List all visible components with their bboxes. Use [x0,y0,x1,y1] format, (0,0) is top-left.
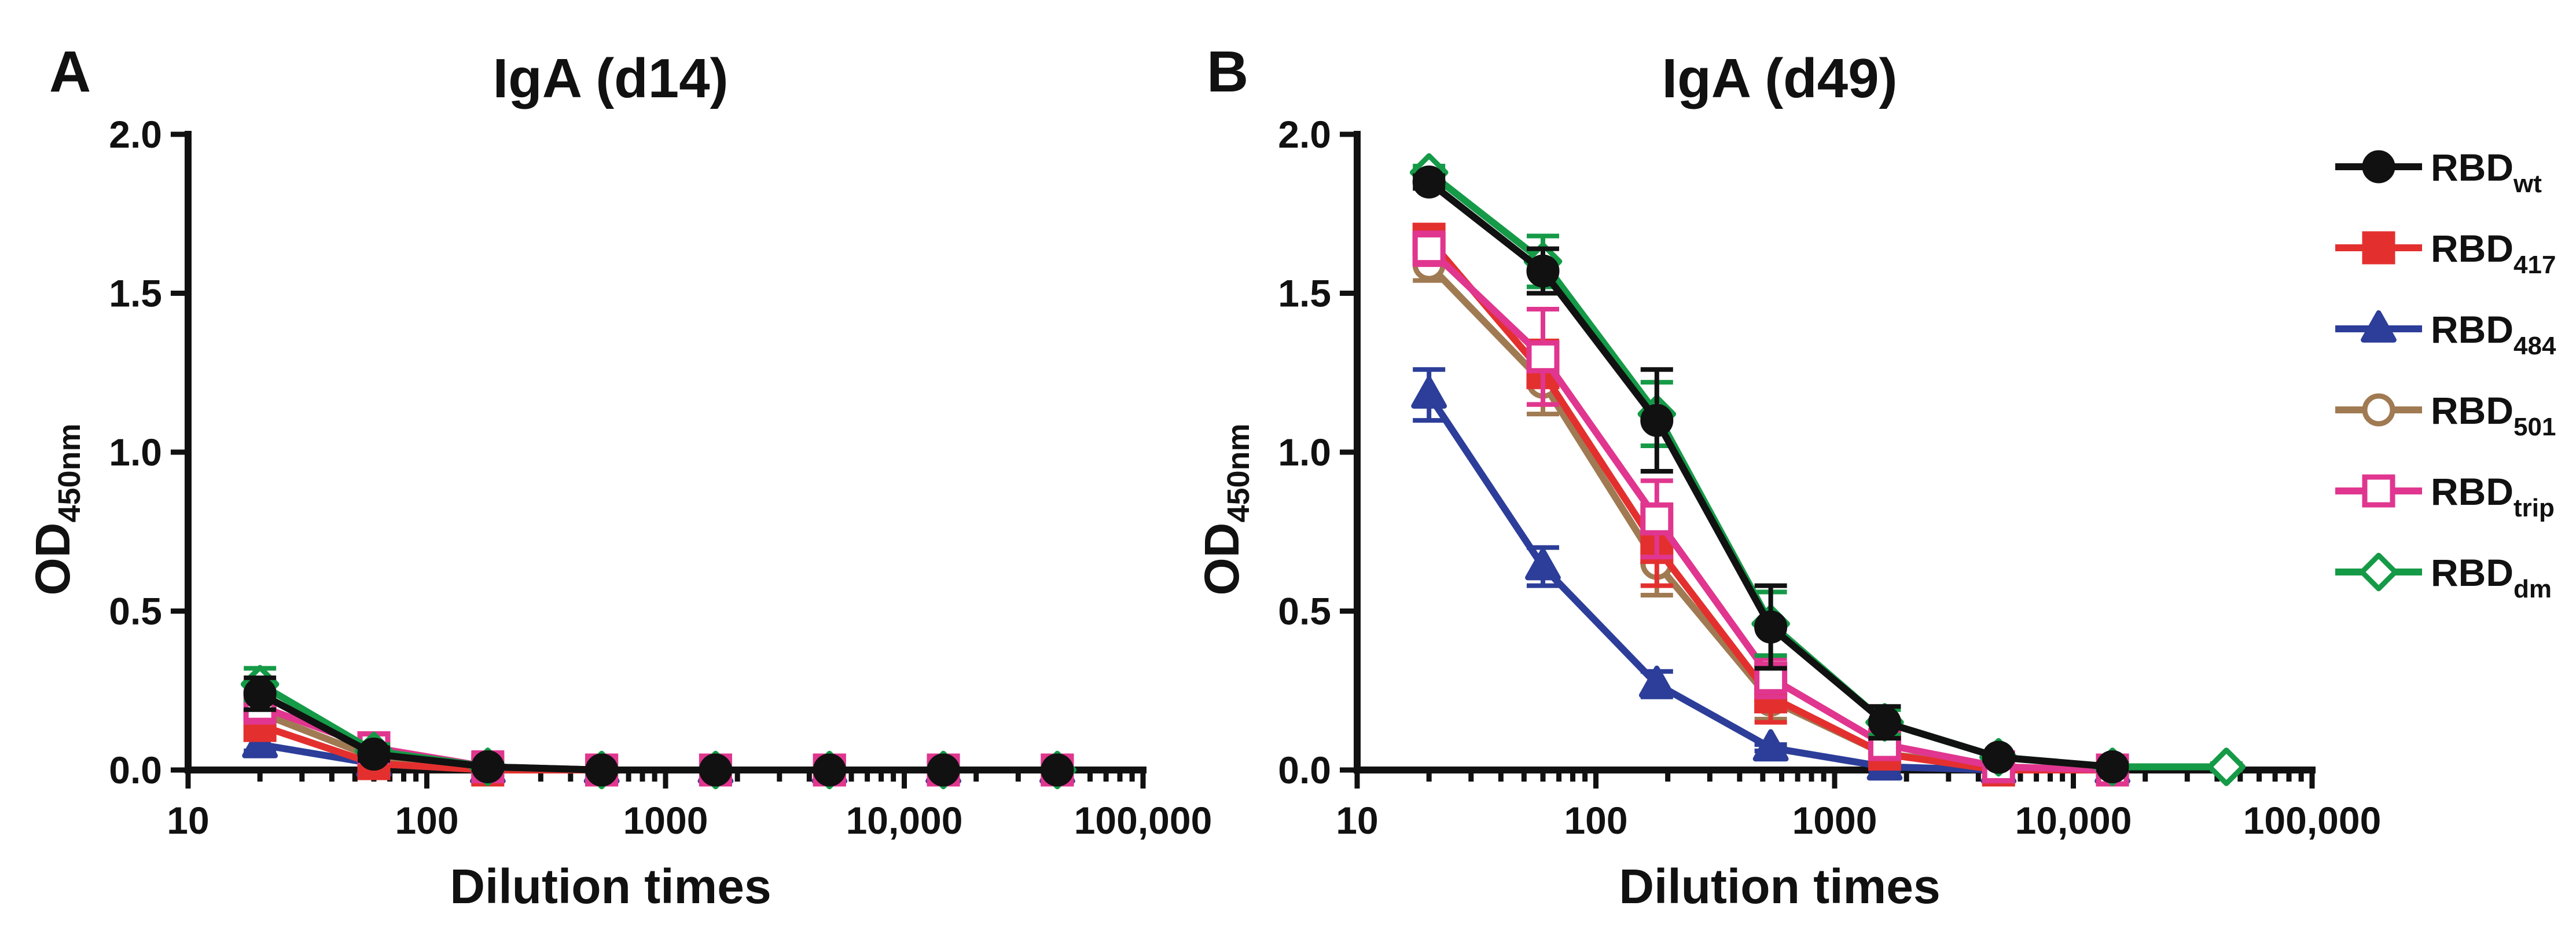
legend-label-sub: trip [2513,494,2555,522]
panel-a-y-tick-label: 1.0 [109,431,162,474]
panel-b-title: IgA (d49) [1662,47,1897,109]
panel-a-x-tick-label: 100 [395,799,458,842]
data-point [1754,610,1788,644]
legend-label: RBDdm [2431,551,2552,603]
panel-b-y-tick-label: 2.0 [1278,113,1331,156]
legend-marker [2362,393,2395,427]
panel-b-marks [1409,153,2246,787]
data-point [2096,750,2129,784]
panel-b-x-tick-label: 10,000 [2015,799,2132,842]
series-line [256,690,1061,773]
data-point [699,753,732,787]
data-point [1640,502,1674,536]
panel-b-y-axis-title-sub: 450nm [1221,423,1256,522]
legend-label-sub: 501 [2513,413,2556,441]
panel-b-x-tick-label: 100 [1564,799,1627,842]
data-point [1526,254,1560,288]
data-point [1525,548,1561,581]
data-point [1412,232,1446,266]
panel-b-x-axis-title: Dilution times [1619,859,1940,914]
data-point [242,725,278,758]
legend-item-rbd-484: RBD484 [2335,308,2556,360]
legend-label: RBDtrip [2431,470,2555,522]
panel-b-ticks: 0.0 0.5 1.0 1.5 2.0 10 100 1000 10,000 100,000 [1278,113,2381,842]
panel-a-y-tick-label: 0.5 [109,590,162,633]
panel-a-ticks: 0.0 0.5 1.0 1.5 2.0 10 100 1000 10,000 100,000 [109,113,1212,842]
panel-a-x-tick-label: 100,000 [1074,799,1212,842]
panel-a-y-axis-title-sub: 450nm [52,423,87,522]
panel-b-y-axis-title-base: OD [1195,523,1249,596]
legend-item-rbd-417: RBD417 [2335,227,2556,279]
panel-a-y-tick-label: 1.5 [109,272,162,315]
data-point [1411,376,1447,409]
data-point [927,753,960,787]
legend-label-sub: 417 [2513,251,2556,279]
data-point [1752,729,1789,762]
legend-label-sub: 484 [2513,332,2556,360]
data-point [585,753,619,787]
legend-marker [2361,310,2397,343]
legend-marker [2362,150,2395,184]
legend-label: RBD501 [2431,389,2556,441]
panel-a: A IgA (d14) OD450nm Dilution times 0.00.… [25,39,1212,914]
legend-marker [2359,552,2398,592]
panel-a-marks [240,665,1077,790]
panel-a-letter: A [49,39,91,104]
data-point [243,677,277,710]
legend-item-rbd-dm: RBDdm [2335,551,2552,603]
legend-marker [2362,474,2395,508]
legend-label-base: RBD [2431,551,2513,594]
panel-a-y-axis-title-base: OD [25,523,80,596]
panel-b-y-tick-label: 0.0 [1278,749,1331,791]
panel-b-series-rbd-417 [1412,222,2129,787]
legend-label-base: RBD [2431,389,2513,432]
panel-b-y-tick-label: 0.5 [1278,590,1331,633]
legend-label-base: RBD [2431,308,2513,351]
panel-b-series-rbd-wt [1412,165,2129,784]
panel-a-y-axis-title: OD450nm [25,423,87,595]
legend-label-base: RBD [2431,470,2513,513]
panel-a-y-tick-label: 2.0 [109,113,162,156]
panel-b-y-axis-title: OD450nm [1195,423,1256,595]
legend-label: RBD484 [2431,308,2556,360]
legend-item-rbd-wt: RBDwt [2335,146,2542,198]
panel-a-x-tick-label: 10 [167,799,209,842]
legend-label-base: RBD [2431,146,2513,189]
data-point [1041,753,1074,787]
data-point [1412,165,1446,199]
data-point [1868,706,1901,739]
data-point [471,750,505,784]
panel-a-y-tick-label: 0.0 [109,749,162,791]
legend-item-rbd-501: RBD501 [2335,389,2556,441]
panel-a-title: IgA (d14) [493,47,728,109]
panel-a-series-rbd-wt [243,675,1074,787]
panel-b-x-tick-label: 10 [1336,799,1378,842]
data-point [1638,665,1675,698]
panel-a-x-tick-label: 1000 [623,799,708,842]
legend-label-sub: wt [2513,170,2542,198]
data-point [813,753,846,787]
panel-b-x-tick-label: 1000 [1792,799,1877,842]
legend-marker [2362,231,2395,265]
legend-label: RBDwt [2431,146,2542,198]
panel-b-y-tick-label: 1.0 [1278,431,1331,474]
panel-a-x-tick-label: 10,000 [846,799,963,842]
legend-label-base: RBD [2431,227,2513,270]
data-point [1526,340,1560,373]
panel-b-letter: B [1207,39,1248,104]
legend-label: RBD417 [2431,227,2556,279]
data-point [1640,404,1674,437]
data-point [1982,740,2015,774]
legend-label-sub: dm [2513,575,2552,603]
panel-b-x-tick-label: 100,000 [2243,799,2382,842]
panel-b: B IgA (d49) OD450nm Dilution times 0.00.… [1195,39,2381,914]
data-point [357,738,391,771]
data-point [2207,747,2246,786]
panel-a-x-axis-title: Dilution times [450,859,771,914]
panel-b-y-tick-label: 1.5 [1278,272,1331,315]
legend-item-rbd-trip: RBDtrip [2335,470,2555,522]
